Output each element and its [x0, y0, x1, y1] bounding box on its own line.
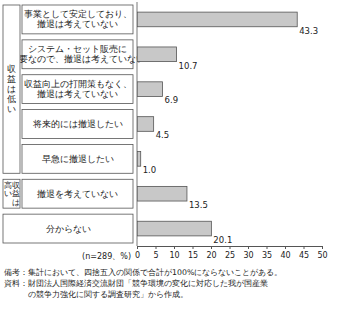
- tick: 40: [280, 246, 290, 260]
- tick-label: 35: [262, 251, 272, 260]
- category-label: 分からない: [46, 224, 91, 234]
- group-label: 収益は低い: [7, 64, 16, 114]
- tick-mark: [304, 246, 305, 249]
- bar: [137, 12, 297, 27]
- tick-mark: [285, 246, 286, 249]
- category-label: 収益向上の打開策もなく、撤退は考えていない: [24, 79, 132, 99]
- group-label: 収益は高い: [4, 181, 20, 207]
- category-label: 将来的には撤退したい: [32, 119, 123, 129]
- tick: 35: [262, 246, 272, 260]
- tick: 25: [225, 246, 235, 260]
- x-axis: 0 5 10 15 20 25 30 35 40 45 50: [135, 246, 328, 260]
- tick-mark: [156, 246, 157, 249]
- data-label: 20.1: [213, 235, 232, 245]
- data-label: 10.7: [179, 61, 198, 71]
- tick-mark: [211, 246, 212, 249]
- data-label: 4.5: [156, 130, 170, 140]
- tick-mark: [193, 246, 194, 249]
- tick-label: 0: [135, 251, 140, 260]
- data-label: 13.5: [189, 200, 208, 210]
- tick-label: 15: [188, 251, 198, 260]
- tick: 20: [206, 246, 216, 260]
- tick: 50: [317, 246, 327, 260]
- tick-label: 25: [225, 251, 235, 260]
- tick: 30: [243, 246, 253, 260]
- bars: [137, 12, 297, 236]
- data-labels: 43.3 10.7 6.9 4.5 1.0 13.5 20.1: [143, 26, 318, 245]
- tick-label: 5: [153, 251, 158, 260]
- category-box: [22, 179, 133, 208]
- category-label: 早急に撤退したい: [42, 154, 114, 164]
- category-box: [3, 214, 133, 243]
- tick-mark: [230, 246, 231, 249]
- bar: [137, 82, 163, 97]
- x-axis-title: (n=289、%): [82, 252, 131, 261]
- note: 備考：集計において、四捨五入の関係で合計が100%にならないことがある。: [4, 268, 282, 277]
- bar: [137, 47, 177, 62]
- tick-label: 10: [169, 251, 179, 260]
- group-box: [3, 179, 20, 208]
- category-labels: 事業として安定しており、撤退は考えていないシステム・セット販売に必要なので、撤退…: [3, 5, 145, 243]
- y-axis-line: [137, 2, 138, 246]
- tick-label: 50: [317, 251, 327, 260]
- category-box: [22, 110, 133, 139]
- category-box: [22, 144, 133, 173]
- tick: 5: [153, 246, 158, 260]
- note: 資料：財団法人国際経済交流財団「競争環境の変化に対応した我が国産業の競争力強化に…: [4, 279, 268, 299]
- group-box: [3, 5, 20, 173]
- tick: 0: [135, 246, 140, 260]
- data-label: 6.9: [165, 95, 179, 105]
- tick-label: 20: [206, 251, 216, 260]
- chart: 事業として安定しており、撤退は考えていないシステム・セット販売に必要なので、撤退…: [0, 0, 338, 313]
- bar: [137, 186, 187, 201]
- tick-mark: [248, 246, 249, 249]
- tick: 10: [169, 246, 179, 260]
- category-label: 事業として安定しており、撤退は考えていない: [24, 9, 132, 29]
- tick-label: 45: [299, 251, 309, 260]
- tick-mark: [137, 246, 138, 249]
- tick: 45: [299, 246, 309, 260]
- category-box: [22, 5, 133, 34]
- bar: [137, 152, 141, 167]
- tick-mark: [267, 246, 268, 249]
- tick-mark: [322, 246, 323, 249]
- bar: [137, 221, 211, 236]
- category-label: システム・セット販売に必要なので、撤退は考えていない: [10, 44, 145, 64]
- tick-label: 30: [243, 251, 253, 260]
- tick-mark: [174, 246, 175, 249]
- data-label: 1.0: [143, 165, 157, 175]
- category-box: [22, 75, 133, 104]
- tick: 15: [188, 246, 198, 260]
- x-axis-line: [138, 247, 323, 250]
- tick-label: 40: [280, 251, 290, 260]
- bar: [137, 117, 154, 132]
- notes: 備考：集計において、四捨五入の関係で合計が100%にならないことがある。資料：財…: [4, 268, 282, 299]
- data-label: 43.3: [299, 26, 318, 36]
- category-label: 撤退を考えていない: [37, 189, 118, 199]
